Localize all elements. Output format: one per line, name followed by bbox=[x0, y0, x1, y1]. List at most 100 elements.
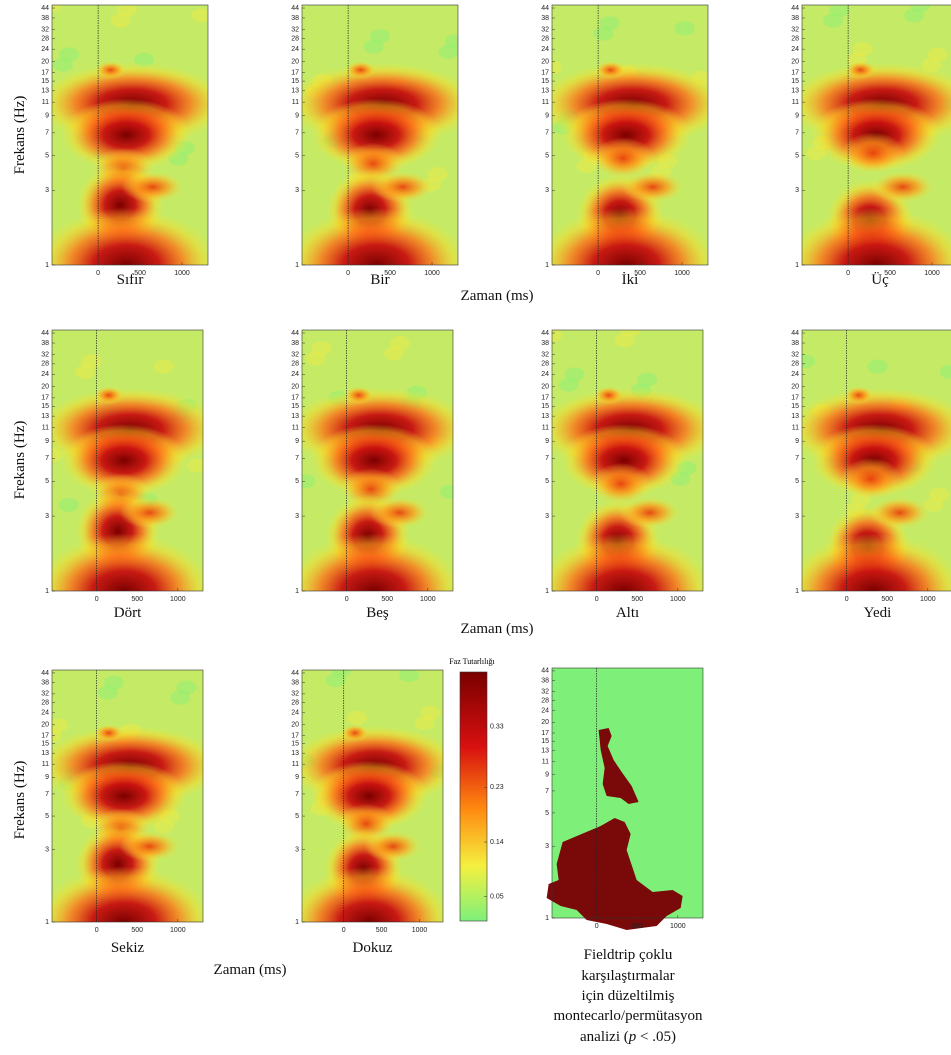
coherence-blob bbox=[121, 171, 184, 203]
plot-frame bbox=[51, 669, 204, 923]
y-tick-label: 24 bbox=[41, 371, 49, 378]
y-tick-label: 38 bbox=[41, 15, 49, 22]
y-tick-label: 5 bbox=[45, 478, 49, 485]
y-tick-label: 38 bbox=[41, 340, 49, 347]
texture bbox=[363, 39, 384, 54]
coherence-blob bbox=[302, 533, 453, 591]
y-tick-label: 28 bbox=[541, 36, 549, 43]
x-tick-label: 0 bbox=[95, 927, 99, 934]
x-tick-label: 500 bbox=[376, 927, 388, 934]
y-tick-label: 24 bbox=[41, 710, 49, 717]
y-tick-label: 9 bbox=[545, 771, 549, 778]
coherence-blob bbox=[802, 207, 951, 265]
y-tick-label: 44 bbox=[541, 5, 549, 12]
coherence-blob bbox=[843, 386, 874, 405]
y-tick-label: 17 bbox=[291, 69, 299, 76]
y-tick-label: 38 bbox=[541, 15, 549, 22]
y-tick-label: 11 bbox=[292, 424, 299, 431]
plot-frame bbox=[301, 4, 459, 266]
y-tick-label: 7 bbox=[295, 791, 299, 798]
coherence-blob bbox=[60, 760, 188, 832]
texture bbox=[52, 728, 62, 743]
x-tick-label: 1000 bbox=[670, 596, 686, 603]
x-tick-label: 0 bbox=[96, 270, 100, 277]
y-tick-label: 24 bbox=[791, 371, 799, 378]
plot-frame bbox=[801, 4, 951, 266]
y-tick-label: 38 bbox=[291, 679, 299, 686]
y-tick-label: 11 bbox=[542, 99, 549, 106]
y-tick-label: 24 bbox=[291, 46, 299, 53]
coherence-blob bbox=[302, 866, 443, 922]
coherence-blob bbox=[119, 831, 180, 862]
y-tick-label: 38 bbox=[541, 340, 549, 347]
panel-title: Sekiz bbox=[111, 940, 145, 956]
y-tick-label: 17 bbox=[541, 395, 549, 402]
panel-title: Dokuz bbox=[353, 940, 393, 956]
texture bbox=[614, 333, 635, 348]
y-tick-label: 20 bbox=[291, 384, 299, 391]
x-tick-label: 500 bbox=[634, 270, 646, 277]
y-tick-label: 9 bbox=[295, 113, 299, 120]
coherence-blob bbox=[52, 533, 203, 591]
x-tick-label: 0 bbox=[345, 596, 349, 603]
y-tick-label: 1 bbox=[45, 919, 49, 926]
texture bbox=[153, 359, 174, 374]
y-tick-label: 28 bbox=[291, 361, 299, 368]
y-tick-label: 20 bbox=[41, 58, 49, 65]
caption-part: analizi ( bbox=[580, 1029, 629, 1045]
y-tick-label: 28 bbox=[41, 36, 49, 43]
y-tick-label: 17 bbox=[41, 732, 49, 739]
x-tick-label: 0 bbox=[342, 927, 346, 934]
y-tick-label: 9 bbox=[295, 774, 299, 781]
coherence-blob bbox=[119, 497, 180, 529]
x-tick-label: 500 bbox=[134, 270, 146, 277]
y-tick-label: 38 bbox=[791, 340, 799, 347]
texture bbox=[414, 715, 435, 730]
y-tick-label: 44 bbox=[291, 5, 299, 12]
y-tick-label: 7 bbox=[545, 455, 549, 462]
y-tick-label: 7 bbox=[795, 130, 799, 137]
y-tick-label: 15 bbox=[541, 738, 549, 745]
y-tick-label: 32 bbox=[791, 352, 799, 359]
y-tick-label: 1 bbox=[545, 915, 549, 922]
y-tick-label: 5 bbox=[545, 478, 549, 485]
y-axis-label: Frekans (Hz) bbox=[12, 761, 28, 840]
panel-title: Dört bbox=[114, 605, 142, 621]
y-tick-label: 44 bbox=[541, 330, 549, 337]
plot-frame bbox=[551, 4, 709, 266]
y-tick-label: 9 bbox=[45, 438, 49, 445]
y-tick-label: 15 bbox=[291, 403, 299, 410]
y-tick-label: 7 bbox=[795, 455, 799, 462]
y-tick-label: 17 bbox=[291, 732, 299, 739]
y-tick-label: 32 bbox=[291, 26, 299, 33]
texture bbox=[186, 458, 203, 473]
texture bbox=[674, 21, 695, 36]
texture bbox=[97, 685, 118, 700]
plot-frame bbox=[301, 329, 454, 592]
y-tick-label: 38 bbox=[41, 679, 49, 686]
x-tick-label: 500 bbox=[131, 596, 143, 603]
coherence-blob bbox=[52, 866, 203, 922]
coherence-blob bbox=[369, 497, 430, 529]
x-tick-label: 500 bbox=[881, 596, 893, 603]
y-tick-label: 44 bbox=[791, 5, 799, 12]
coherence-blob bbox=[841, 132, 905, 174]
heatmap bbox=[802, 5, 951, 265]
y-tick-label: 32 bbox=[541, 689, 549, 696]
texture bbox=[302, 474, 316, 489]
y-tick-label: 9 bbox=[295, 438, 299, 445]
y-tick-label: 28 bbox=[291, 36, 299, 43]
coherence-blob bbox=[591, 137, 655, 180]
texture bbox=[552, 60, 562, 75]
y-tick-label: 15 bbox=[41, 741, 49, 748]
texture bbox=[939, 364, 951, 379]
y-tick-label: 20 bbox=[541, 384, 549, 391]
y-tick-label: 5 bbox=[795, 478, 799, 485]
coherence-blob bbox=[590, 463, 652, 505]
y-tick-label: 38 bbox=[541, 677, 549, 684]
x-tick-label: 0 bbox=[595, 596, 599, 603]
heatmap bbox=[302, 330, 453, 591]
